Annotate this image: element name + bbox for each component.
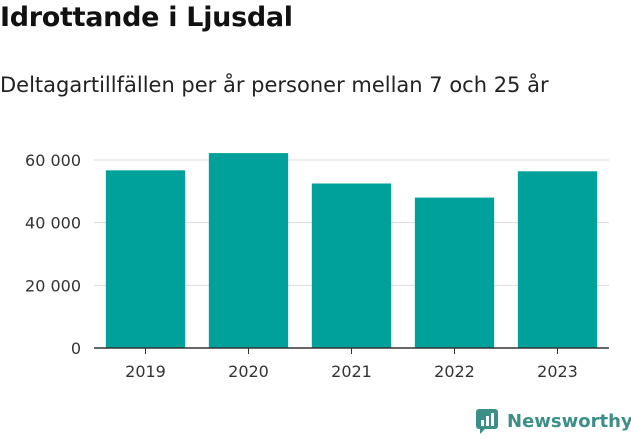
y-tick-label: 0 <box>71 339 81 358</box>
brand-logo: Newsworthy <box>475 408 631 434</box>
chart-subtitle: Deltagartillfällen per år personer mella… <box>0 73 549 97</box>
brand-name: Newsworthy <box>507 410 631 432</box>
x-tick-label: 2020 <box>228 362 269 381</box>
bar-2022 <box>414 197 495 348</box>
y-tick-label: 60 000 <box>25 151 81 170</box>
bar-2021 <box>311 183 392 348</box>
x-tick-label: 2022 <box>434 362 475 381</box>
bar-2023 <box>517 171 598 348</box>
bar-chart: 0 20 000 40 000 60 000 2019 2020 2021 2022 2023 <box>25 151 609 381</box>
newsworthy-logo-icon <box>476 409 498 434</box>
y-tick-label: 40 000 <box>25 214 81 233</box>
y-tick-label: 20 000 <box>25 276 81 295</box>
chart-title: Idrottande i Ljusdal <box>0 2 293 33</box>
x-tick-label: 2021 <box>331 362 372 381</box>
x-tick-label: 2019 <box>125 362 166 381</box>
bar-2020 <box>208 153 289 348</box>
x-tick-label: 2023 <box>537 362 578 381</box>
bar-2019 <box>105 170 186 348</box>
